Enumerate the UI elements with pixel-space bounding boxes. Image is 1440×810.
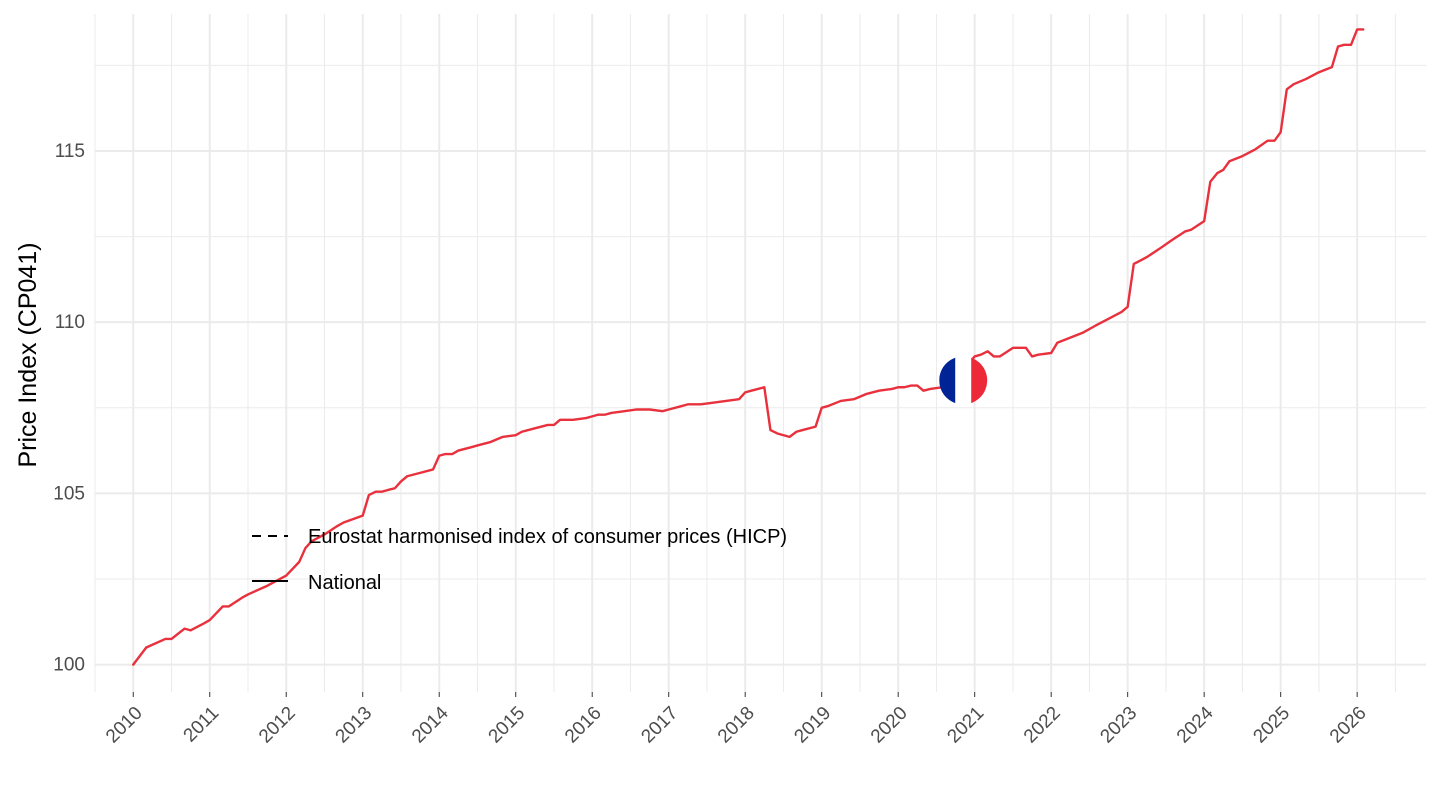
x-tick-label: 2011 xyxy=(180,703,224,747)
y-tick-label: 115 xyxy=(55,141,85,162)
x-tick-label: 2021 xyxy=(943,703,988,748)
flag-band-3 xyxy=(971,356,988,405)
flag-band-1 xyxy=(939,356,956,405)
x-tick-label: 2015 xyxy=(485,703,530,748)
x-tick-label: 2010 xyxy=(102,703,147,748)
x-tick-label: 2014 xyxy=(408,702,453,747)
y-axis-title: Price Index (CP041) xyxy=(14,242,42,467)
y-axis-tick-labels: 100 105 110 115 xyxy=(53,141,85,676)
x-tick-label: 2023 xyxy=(1096,703,1141,748)
x-tick-label: 2013 xyxy=(332,703,377,748)
x-tick-label: 2017 xyxy=(637,703,682,748)
x-tick-label: 2025 xyxy=(1249,703,1294,748)
x-tick-label: 2020 xyxy=(867,703,912,748)
series-layer xyxy=(132,28,1365,666)
major-gridlines xyxy=(95,14,1426,692)
legend: Eurostat harmonised index of consumer pr… xyxy=(252,526,787,594)
x-tick-label: 2019 xyxy=(790,703,835,748)
x-axis-tick-labels: 2010 2011 2012 2013 2014 2015 2016 2017 2018 2019… xyxy=(102,692,1371,747)
france-flag-icon xyxy=(939,356,988,405)
x-tick-label: 2026 xyxy=(1326,703,1371,748)
x-tick-label: 2018 xyxy=(714,703,759,748)
y-tick-label: 105 xyxy=(53,483,85,504)
legend-label-hicp: Eurostat harmonised index of consumer pr… xyxy=(308,526,787,548)
minor-gridlines xyxy=(94,14,1426,692)
flag-band-2 xyxy=(955,356,972,405)
x-tick-label: 2024 xyxy=(1173,702,1218,747)
x-tick-label: 2012 xyxy=(255,703,300,748)
x-tick-label: 2016 xyxy=(561,703,606,748)
x-tick-label: 2022 xyxy=(1020,703,1065,748)
y-tick-label: 110 xyxy=(55,312,85,333)
flag-annotation xyxy=(939,356,988,405)
series-line-national xyxy=(132,28,1365,666)
legend-label-national: National xyxy=(308,572,381,594)
y-tick-label: 100 xyxy=(53,655,85,676)
